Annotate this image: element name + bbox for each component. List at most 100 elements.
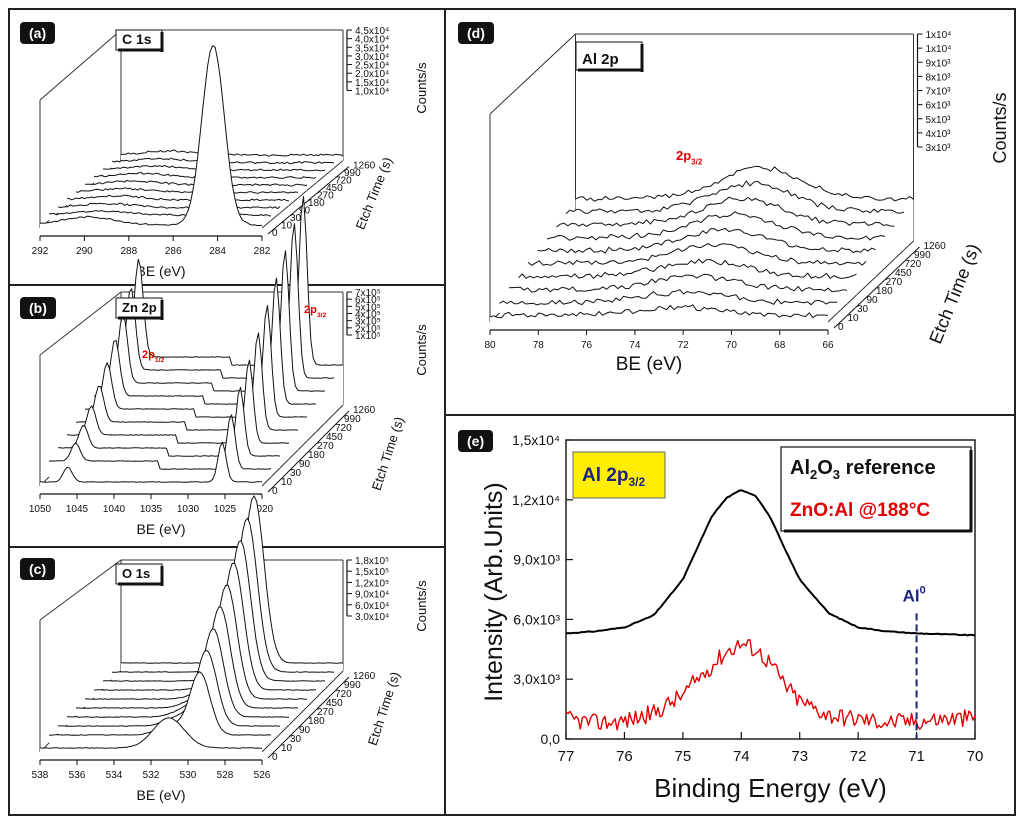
c-trace-0 bbox=[39, 717, 262, 749]
b-x-tick-label: 1025 bbox=[214, 504, 237, 515]
d-y-tick-label: 6x10³ bbox=[926, 101, 952, 112]
b-x-tick-label: 1040 bbox=[103, 504, 126, 515]
b-trace-4 bbox=[75, 332, 299, 431]
c-x-tick-label: 532 bbox=[143, 770, 160, 781]
c-z-tick-label: 450 bbox=[326, 698, 343, 709]
a-z-tick-label: 270 bbox=[317, 191, 334, 202]
d-z-tick-label: 1260 bbox=[924, 241, 947, 252]
e-title-badge bbox=[572, 451, 666, 499]
b-trace-5 bbox=[84, 305, 308, 418]
d-trace-fill-1 bbox=[499, 289, 838, 313]
d-x-tick-label: 72 bbox=[678, 340, 690, 351]
b-z-axis bbox=[267, 410, 350, 493]
e-title-sub: 3/2 bbox=[628, 475, 645, 489]
c-trace-3 bbox=[66, 628, 289, 718]
a-z-tick-label: 720 bbox=[335, 176, 352, 187]
panel-a-tag: (a) bbox=[20, 22, 56, 44]
e-y-tick-label: 6,0x10³ bbox=[513, 611, 560, 627]
c-z-tick-label: 270 bbox=[317, 707, 334, 718]
c-z-tick-label: 180 bbox=[308, 716, 325, 727]
c-x-tick-label: 534 bbox=[106, 770, 123, 781]
panel-d-tag: (d) bbox=[458, 22, 494, 44]
e-y-tick-label: 1,5x10⁴ bbox=[512, 432, 560, 448]
d-x-tick-label: 70 bbox=[726, 340, 738, 351]
e-al0-sup: 0 bbox=[920, 584, 926, 596]
d-z-tick-label: 270 bbox=[886, 277, 903, 288]
e-legend-rest: reference bbox=[840, 457, 936, 479]
c-x-tick-label: 538 bbox=[32, 770, 49, 781]
b-x-tick-label: 1035 bbox=[140, 504, 163, 515]
d-x-tick-label: 74 bbox=[629, 340, 641, 351]
a-z-tick-label: 450 bbox=[326, 183, 343, 194]
b-trace-fill-0 bbox=[40, 442, 262, 486]
e-x-tick-label: 74 bbox=[733, 748, 750, 765]
a-y-tick-label: 1,5x10⁴ bbox=[355, 78, 389, 89]
d-y-tick-label: 1x10⁴ bbox=[926, 44, 952, 55]
b-z-tick-label: 180 bbox=[308, 450, 325, 461]
e-y-tick-label: 9,0x10³ bbox=[513, 552, 560, 568]
a-z-tick-label: 30 bbox=[290, 213, 302, 224]
a-z-tick-label: 10 bbox=[281, 221, 293, 232]
a-floor-right bbox=[261, 160, 344, 229]
e-x-label: Binding Energy (eV) bbox=[654, 773, 887, 803]
e-legend-sub2: 3 bbox=[833, 467, 840, 482]
b-y-tick-label: 4x10⁵ bbox=[355, 310, 381, 321]
d-trace-fill-0 bbox=[490, 304, 828, 322]
c-x-tick-label: 530 bbox=[180, 770, 197, 781]
e-y-tick-label: 1,2x10⁴ bbox=[512, 492, 560, 508]
d-z-tick-label: 30 bbox=[857, 304, 869, 315]
b-trace-8 bbox=[111, 223, 335, 379]
e-legend-znoal: ZnO:Al @188°C bbox=[790, 500, 930, 521]
b-z-label: Etch Time (s) bbox=[369, 415, 407, 492]
c-x-tick-label: 528 bbox=[217, 770, 234, 781]
e-plot-frame bbox=[565, 439, 976, 740]
e-y-tick-label: 0,0 bbox=[541, 731, 561, 747]
c-trace-fill-0 bbox=[40, 717, 262, 752]
b-y-label: Counts/s bbox=[414, 324, 429, 376]
d-trace-9 bbox=[575, 165, 914, 202]
a-x-tick-label: 288 bbox=[120, 246, 137, 257]
c-z-tick-label: 10 bbox=[281, 743, 293, 754]
a-y-tick-label: 3,0x10⁴ bbox=[355, 52, 389, 63]
b-top-left-edge bbox=[39, 291, 122, 356]
c-y-tick-label: 1,2x10⁵ bbox=[355, 578, 389, 589]
b-title: Zn 2p bbox=[122, 300, 157, 315]
b-z-tick-label: 990 bbox=[344, 414, 361, 425]
d-trace-6 bbox=[546, 211, 886, 241]
d-x-tick-label: 68 bbox=[774, 340, 786, 351]
e-series-znoal-line bbox=[565, 639, 976, 731]
b-z-tick-label: 270 bbox=[317, 441, 334, 452]
d-trace-4 bbox=[527, 243, 867, 266]
a-trace-2 bbox=[57, 202, 281, 210]
a-x-tick-label: 290 bbox=[76, 246, 93, 257]
b-x-tick-label: 1020 bbox=[251, 504, 274, 515]
c-y-tick-label: 1,8x10⁵ bbox=[355, 556, 389, 567]
b-trace-2 bbox=[57, 387, 281, 457]
c-y-tick-label: 6,0x10⁴ bbox=[355, 601, 389, 612]
e-al0-label: Al0 bbox=[903, 584, 926, 605]
b-z-tick-label: 450 bbox=[326, 432, 343, 443]
d-z-tick-label: 10 bbox=[848, 313, 860, 324]
d-z-tick-label: 0 bbox=[838, 322, 844, 333]
d-trace-2 bbox=[508, 273, 848, 293]
d-trace-7 bbox=[556, 196, 895, 228]
d-y-tick-label: 9x10³ bbox=[926, 58, 952, 69]
a-trace-fill-9 bbox=[121, 150, 343, 161]
a-y-tick-label: 1,0x10⁴ bbox=[355, 87, 389, 98]
a-y-tick-label: 4,0x10⁴ bbox=[355, 35, 389, 46]
e-legend-box bbox=[780, 446, 972, 532]
a-y-tick-label: 2,0x10⁴ bbox=[355, 69, 389, 80]
d-y-tick-label: 8x10³ bbox=[926, 72, 952, 83]
c-trace-fill-2 bbox=[58, 650, 280, 734]
b-trace-1 bbox=[48, 414, 271, 470]
d-title: Al 2p bbox=[582, 51, 619, 68]
b-trace-7 bbox=[102, 250, 326, 392]
d-trace-5 bbox=[537, 227, 876, 254]
b-trace-9 bbox=[120, 195, 344, 366]
b-z-tick-label: 1260 bbox=[353, 405, 376, 416]
b-x-label: BE (eV) bbox=[136, 521, 185, 537]
b-trace-6 bbox=[93, 277, 317, 405]
b-y-tick-label: 6x10⁵ bbox=[355, 295, 381, 306]
d-y-tick-label: 7x10³ bbox=[926, 87, 952, 98]
